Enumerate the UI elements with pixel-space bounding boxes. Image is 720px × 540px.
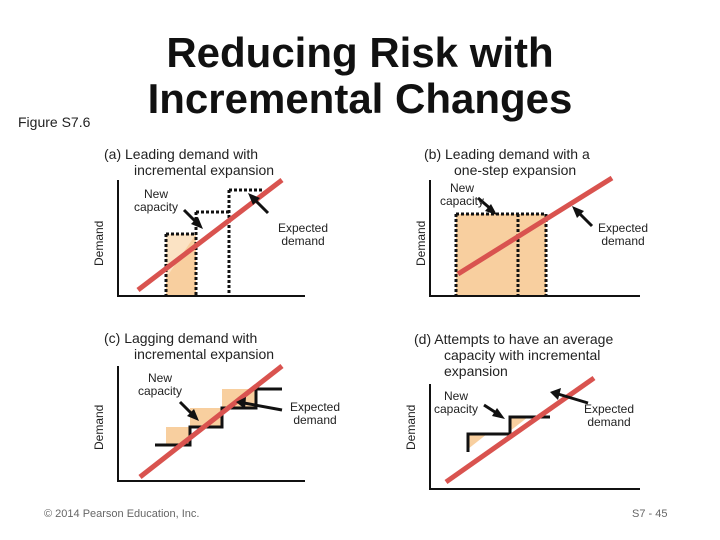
panel-d-expected-arrow <box>557 392 589 405</box>
panel-c-capacity-arrow-head <box>187 409 199 421</box>
panel-d-shaded-area-1 <box>468 434 487 449</box>
panel-b-capacity-arrow-head <box>485 204 497 215</box>
panel-a-expected-line-1: Expected <box>277 221 329 235</box>
panel-b-expected-line-2: demand <box>601 234 645 248</box>
panel-a-capacity-arrow-head <box>191 217 203 229</box>
panel-d-new-capacity-line-1: New <box>443 389 468 403</box>
caption-d-line-1: (d) Attempts to have an average <box>414 331 614 347</box>
figure-label: Figure S7.6 <box>18 114 91 130</box>
caption-a-line-1: (a) Leading demand with <box>104 146 259 162</box>
caption-d-line-3: expansion <box>444 363 508 379</box>
panel-c-new-capacity-label: New capacity <box>130 372 190 398</box>
caption-c: (c) Lagging demand with incremental expa… <box>104 330 274 362</box>
caption-d-line-2: capacity with incremental <box>444 347 601 363</box>
caption-b: (b) Leading demand with a one-step expan… <box>424 146 590 178</box>
panel-d-expected-line-2: demand <box>587 415 631 429</box>
panel-d-new-capacity-line-2: capacity <box>433 402 479 416</box>
panel-a-new-capacity-line-2: capacity <box>133 200 179 214</box>
panel-b-new-capacity-line-2: capacity <box>439 194 485 208</box>
panel-c <box>117 364 305 482</box>
panel-a-expected-demand-label: Expected demand <box>270 222 336 248</box>
panel-c-y-axis-label: Demand <box>92 404 106 450</box>
panel-c-expected-arrow-head <box>236 397 246 409</box>
panel-d-expected-arrow-head <box>550 388 561 400</box>
panel-d-y-axis-label: Demand <box>404 404 418 450</box>
caption-c-line-2: incremental expansion <box>134 346 275 362</box>
page-number: S7 - 45 <box>632 508 668 520</box>
panel-b-y-axis-label: Demand <box>414 220 428 266</box>
panel-b-expected-demand-label: Expected demand <box>590 222 656 248</box>
panel-d-expected-line-1: Expected <box>583 402 635 416</box>
panel-c-new-capacity-line-2: capacity <box>137 384 183 398</box>
panel-c-demand-line <box>138 364 284 479</box>
panel-c-new-capacity-line-1: New <box>147 371 172 385</box>
title-line-1: Reducing Risk with <box>166 29 554 76</box>
panel-a-expected-line-2: demand <box>281 234 325 248</box>
caption-a: (a) Leading demand with incremental expa… <box>104 146 274 178</box>
panel-d-shaded-area-2 <box>510 417 528 431</box>
panel-c-expected-demand-label: Expected demand <box>282 401 348 427</box>
copyright-notice: © 2014 Pearson Education, Inc. <box>44 508 200 520</box>
panel-c-capacity-steps <box>155 387 282 447</box>
panel-b-expected-line-1: Expected <box>597 221 649 235</box>
caption-d: (d) Attempts to have an average capacity… <box>414 331 613 379</box>
panel-d-capacity-arrow-head <box>492 408 505 419</box>
caption-b-line-1: (b) Leading demand with a <box>424 146 590 162</box>
caption-c-line-1: (c) Lagging demand with <box>104 330 258 346</box>
panel-a <box>117 178 305 297</box>
panel-a-new-capacity-line-1: New <box>143 187 168 201</box>
panel-a-expected-arrow-head <box>248 193 260 205</box>
panel-b-new-capacity-line-1: New <box>449 181 474 195</box>
panel-d-capacity-steps <box>466 415 550 452</box>
title-line-2: Incremental Changes <box>147 75 573 122</box>
panel-b-expected-arrow-head <box>572 206 584 218</box>
panel-a-new-capacity-label: New capacity <box>126 188 186 214</box>
panel-b-demand-line <box>456 175 614 277</box>
panel-c-expected-arrow <box>243 401 283 412</box>
caption-b-line-2: one-step expansion <box>454 162 577 178</box>
panel-d-new-capacity-label: New capacity <box>426 390 486 416</box>
slide-title: Reducing Risk with Incremental Changes <box>120 30 600 122</box>
panel-b-new-capacity-label: New capacity <box>432 182 492 208</box>
panel-d-expected-demand-label: Expected demand <box>576 403 642 429</box>
panel-a-y-axis-label: Demand <box>92 220 106 266</box>
panel-c-expected-line-1: Expected <box>289 400 341 414</box>
panel-d-demand-line <box>444 375 596 485</box>
panel-b <box>429 175 640 297</box>
panel-d <box>429 375 640 490</box>
panel-c-expected-line-2: demand <box>293 413 337 427</box>
caption-a-line-2: incremental expansion <box>134 162 275 178</box>
